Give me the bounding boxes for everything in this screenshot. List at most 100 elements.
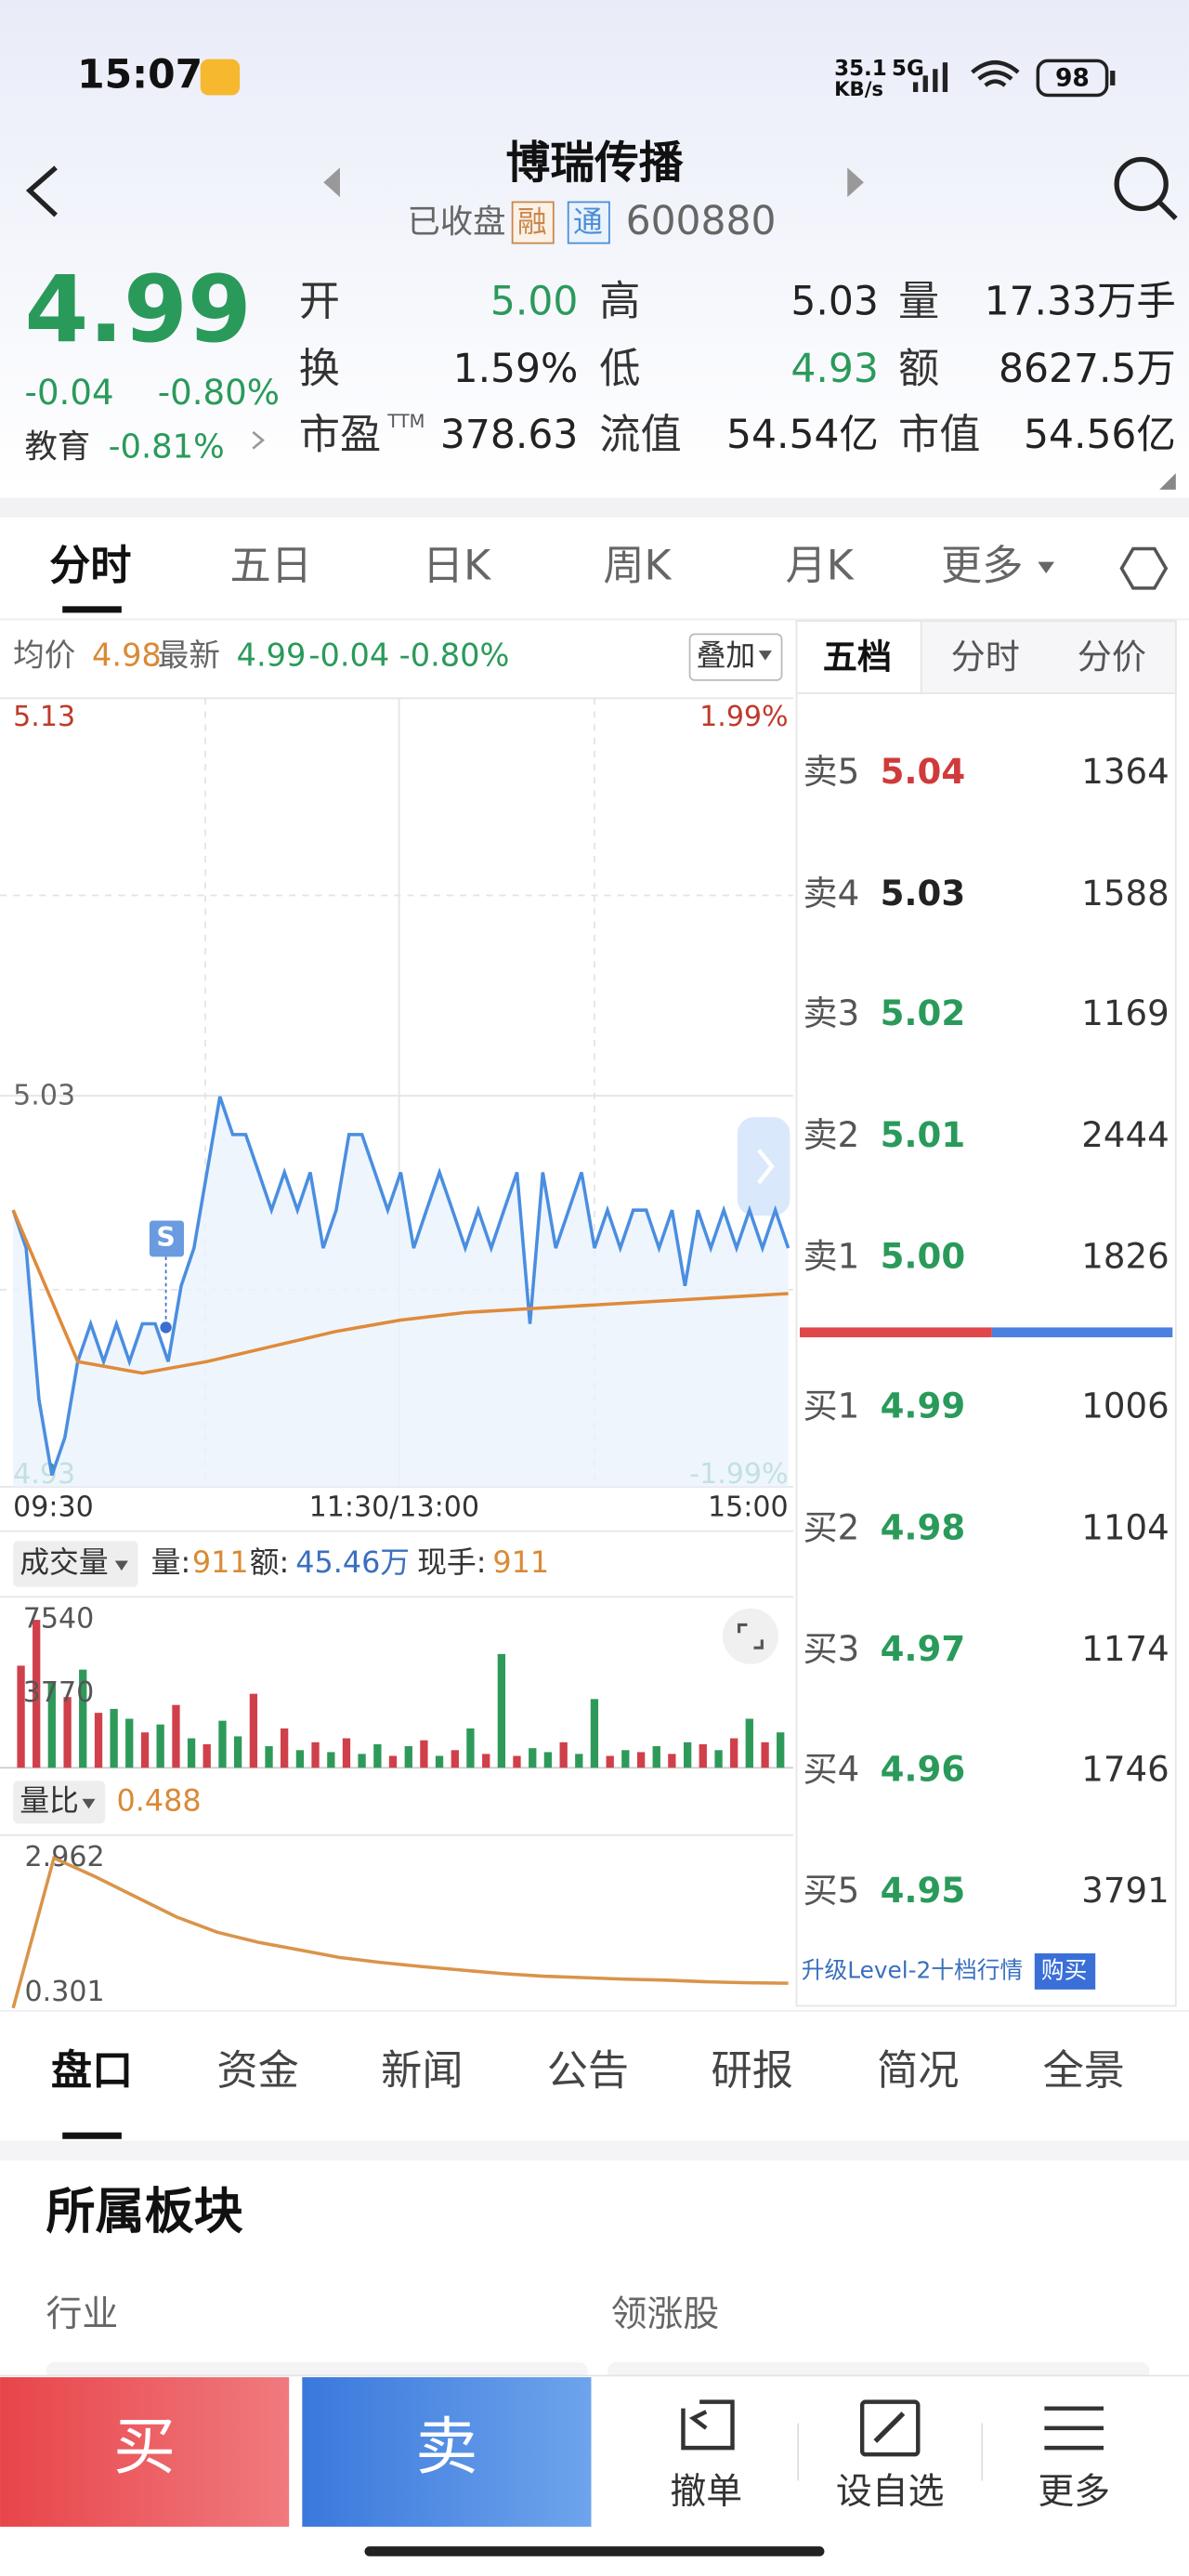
volume-bar xyxy=(730,1738,738,1768)
avg-value: 4.98 xyxy=(92,637,162,674)
chart-tab[interactable]: 更多 xyxy=(941,543,1023,590)
buy-button[interactable] xyxy=(0,2377,290,2527)
sell-button[interactable] xyxy=(302,2377,592,2527)
average-line xyxy=(11,1209,789,1375)
settings-icon[interactable] xyxy=(1119,546,1169,590)
stat-value: 5.00 xyxy=(490,280,578,325)
overlay-button[interactable] xyxy=(688,633,783,681)
detail-tab[interactable]: 简况 xyxy=(877,2047,959,2095)
stat-label: 市值 xyxy=(898,411,980,458)
chart-tab[interactable]: 月K xyxy=(786,543,855,590)
book-label: 卖5 xyxy=(804,752,860,792)
book-tab[interactable]: 分价 xyxy=(1078,637,1146,677)
book-volume: 1169 xyxy=(1081,993,1169,1033)
book-price: 5.02 xyxy=(881,993,966,1033)
overlay-label[interactable]: 叠加 xyxy=(697,637,756,673)
book-price: 5.03 xyxy=(881,874,966,913)
volume-bar xyxy=(420,1740,428,1768)
volume-bar xyxy=(529,1748,537,1768)
buy-level2-button[interactable] xyxy=(1034,1952,1096,1990)
industry-label: 行业 xyxy=(46,2293,119,2335)
volume-bar xyxy=(342,1738,351,1768)
amount-label: 额: xyxy=(250,1544,290,1580)
fullscreen-button[interactable] xyxy=(722,1608,778,1664)
ratio-button[interactable] xyxy=(13,1781,106,1824)
chart-tab[interactable]: 周K xyxy=(603,543,672,590)
volume-bar xyxy=(94,1713,103,1768)
volume-label[interactable]: 成交量 xyxy=(20,1544,108,1580)
section-title: 所属板块 xyxy=(46,2183,243,2241)
book-volume: 1826 xyxy=(1081,1237,1169,1277)
volume-bar xyxy=(497,1653,506,1768)
watch-label[interactable]: 设自选 xyxy=(836,2471,945,2513)
stat-value: 5.03 xyxy=(790,280,878,325)
sector[interactable]: 教育 xyxy=(25,428,91,467)
search-button[interactable] xyxy=(1114,156,1169,212)
volume-bar xyxy=(187,1738,196,1768)
bid-bar xyxy=(991,1327,1173,1338)
more-label[interactable]: 更多 xyxy=(1038,2471,1110,2513)
book-tab-box xyxy=(795,620,922,694)
cancel-icon[interactable] xyxy=(681,2399,735,2451)
volume-bar xyxy=(435,1755,444,1768)
volume-bar xyxy=(125,1718,134,1768)
book-volume: 1174 xyxy=(1081,1629,1169,1669)
more-icon[interactable] xyxy=(1044,2406,1104,2451)
chart-tab[interactable]: 分时 xyxy=(49,543,131,590)
expand-corner[interactable] xyxy=(1159,473,1176,490)
book-volume: 1006 xyxy=(1081,1387,1169,1426)
upgrade-link[interactable]: 升级Level-2十档行情 xyxy=(802,1956,1024,1983)
book-volume: 1746 xyxy=(1081,1749,1169,1789)
volume-bar xyxy=(466,1728,475,1768)
chart-tab[interactable]: 日K xyxy=(423,543,491,590)
ratio-value: 0.488 xyxy=(117,1782,202,1818)
stat-label-sup: TTM xyxy=(386,411,425,432)
fullscreen-icon xyxy=(737,1623,764,1649)
book-tab[interactable]: 五档 xyxy=(823,637,892,677)
ratio-label[interactable]: 量比 xyxy=(20,1782,79,1818)
book-label: 卖2 xyxy=(804,1115,860,1155)
watch-icon[interactable] xyxy=(859,2399,921,2457)
divider xyxy=(0,2140,1189,2161)
back-button[interactable] xyxy=(25,165,58,217)
detail-tab[interactable]: 公告 xyxy=(547,2047,629,2095)
volume-bar xyxy=(33,1620,41,1768)
book-label: 卖4 xyxy=(804,874,860,913)
sell-label[interactable]: 卖 xyxy=(415,2411,477,2483)
battery-level: 98 xyxy=(1055,63,1090,92)
volume-bar xyxy=(451,1750,459,1768)
volume-bar xyxy=(777,1732,785,1768)
volume-bar xyxy=(233,1736,242,1768)
buy-level2-label[interactable]: 购买 xyxy=(1041,1956,1088,1983)
book-price: 4.99 xyxy=(881,1387,966,1426)
volume-bar xyxy=(327,1752,335,1768)
detail-tab[interactable]: 盘口 xyxy=(51,2047,133,2095)
volume-bar xyxy=(513,1755,521,1768)
side-tab[interactable] xyxy=(737,1117,790,1216)
volume-button[interactable] xyxy=(13,1541,138,1587)
detail-tab[interactable]: 研报 xyxy=(712,2047,793,2095)
book-price: 5.01 xyxy=(881,1115,966,1155)
detail-tab[interactable]: 新闻 xyxy=(381,2047,463,2095)
volume-bar xyxy=(110,1708,118,1768)
search-handle xyxy=(1157,200,1178,221)
volume-bar xyxy=(295,1750,305,1768)
cancel-label[interactable]: 撤单 xyxy=(670,2471,742,2513)
volume-tick-label: 3770 xyxy=(23,1676,94,1709)
stat-label: 换 xyxy=(299,346,340,393)
book-tab[interactable]: 分时 xyxy=(951,637,1020,677)
book-price: 5.04 xyxy=(881,752,966,792)
avg-label: 均价 xyxy=(13,637,75,674)
change-pct: -0.80% xyxy=(158,373,280,413)
chart-tab[interactable]: 五日 xyxy=(230,543,312,590)
detail-tab[interactable]: 资金 xyxy=(216,2047,298,2095)
volume-bar xyxy=(47,1683,56,1768)
app-icon xyxy=(200,59,241,96)
divider xyxy=(0,497,1189,518)
detail-tab[interactable]: 全景 xyxy=(1043,2047,1125,2095)
stock-name: 博瑞传播 xyxy=(506,138,684,190)
next-stock[interactable] xyxy=(847,167,864,198)
buy-label[interactable]: 买 xyxy=(113,2411,176,2483)
prev-stock[interactable] xyxy=(323,167,340,198)
badge: 融 xyxy=(517,204,547,239)
